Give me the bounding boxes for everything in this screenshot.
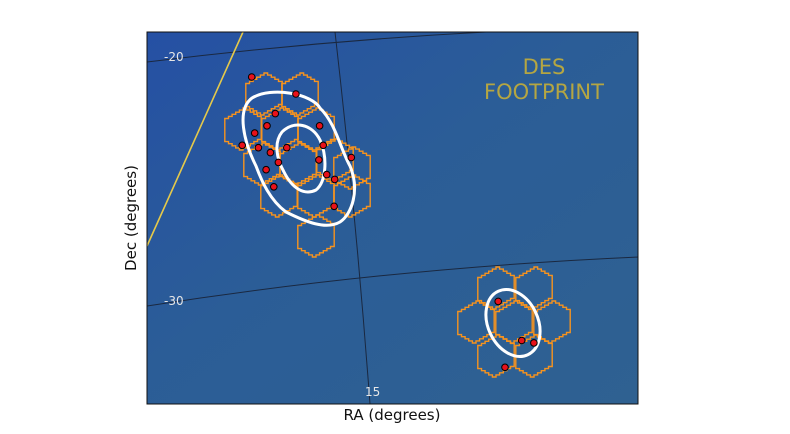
plot-frame xyxy=(146,31,639,405)
gridline-dec-minus20 xyxy=(147,32,495,63)
data-point xyxy=(254,143,263,152)
des-footprint-annotation-line1: DES xyxy=(523,55,566,79)
data-point xyxy=(322,170,331,179)
pointing-footprint xyxy=(260,174,298,218)
data-point xyxy=(263,122,271,130)
ytick-label-minus30: -30 xyxy=(164,294,184,308)
data-point xyxy=(319,141,328,150)
data-point xyxy=(266,148,275,157)
pointing-footprint xyxy=(245,72,283,116)
data-point xyxy=(494,297,503,306)
data-point xyxy=(262,165,270,174)
x-axis-label: RA (degrees) xyxy=(344,406,441,424)
pointing-footprint xyxy=(224,107,262,151)
data-point xyxy=(238,141,246,150)
pointing-footprint xyxy=(261,107,299,151)
source-points xyxy=(238,73,538,372)
data-point xyxy=(247,73,256,81)
pointing-footprint xyxy=(477,266,515,310)
data-point xyxy=(250,129,259,137)
contour-outer-north xyxy=(241,90,357,227)
plot-area xyxy=(147,32,638,404)
ytick-label-minus20: -20 xyxy=(164,50,184,64)
pointing-footprint xyxy=(495,300,533,344)
pointing-footprint xyxy=(457,300,495,344)
data-point xyxy=(274,158,283,167)
des-footprint-boundary xyxy=(147,32,244,247)
data-point xyxy=(271,109,280,118)
pointing-footprint xyxy=(279,142,317,186)
data-point xyxy=(292,90,300,98)
data-point xyxy=(501,363,509,372)
gridline-dec-minus30 xyxy=(147,256,638,307)
pointing-footprint xyxy=(515,334,553,378)
data-point xyxy=(517,336,526,345)
gridline-ra-15 xyxy=(334,32,371,404)
pointing-footprint xyxy=(297,107,335,151)
pointing-footprint xyxy=(477,334,515,378)
data-point xyxy=(315,122,324,130)
data-point xyxy=(330,202,338,211)
data-point xyxy=(315,156,323,164)
contour-south xyxy=(484,288,542,358)
pointing-footprint xyxy=(515,266,553,310)
des-footprint-annotation-line2: FOOTPRINT xyxy=(484,80,604,104)
pointing-footprint xyxy=(281,72,319,116)
pointing-footprint xyxy=(297,214,335,258)
pointing-footprint xyxy=(333,174,371,218)
data-point xyxy=(330,175,339,184)
data-point xyxy=(283,143,291,152)
data-point xyxy=(530,339,538,347)
data-point xyxy=(270,183,278,191)
xtick-label-15: 15 xyxy=(365,385,380,399)
y-axis-label: Dec (degrees) xyxy=(122,165,140,271)
data-point xyxy=(347,153,356,162)
